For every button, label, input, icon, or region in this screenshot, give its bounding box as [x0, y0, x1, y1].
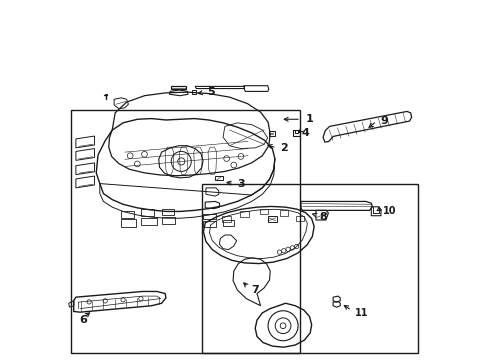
- Text: 9: 9: [380, 116, 387, 126]
- Text: 4: 4: [301, 128, 309, 138]
- Text: 1: 1: [305, 114, 312, 124]
- Text: 8: 8: [319, 212, 326, 222]
- Text: 7: 7: [251, 285, 259, 295]
- Text: 5: 5: [206, 87, 214, 98]
- Text: 2: 2: [280, 143, 287, 153]
- Text: 3: 3: [237, 179, 244, 189]
- Text: 10: 10: [382, 206, 396, 216]
- Text: 11: 11: [354, 308, 367, 318]
- Text: 6: 6: [80, 315, 87, 325]
